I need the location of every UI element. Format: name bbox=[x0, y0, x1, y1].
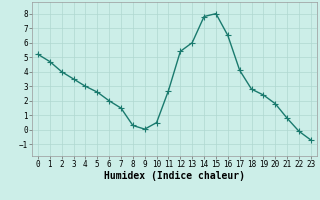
X-axis label: Humidex (Indice chaleur): Humidex (Indice chaleur) bbox=[104, 171, 245, 181]
